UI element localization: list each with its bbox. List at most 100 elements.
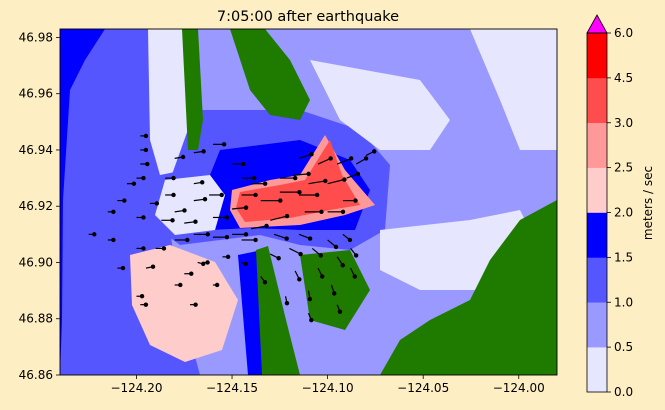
velocity-arrow-head	[340, 209, 346, 215]
velocity-arrow-head	[202, 196, 208, 202]
velocity-arrow-head	[284, 213, 290, 219]
velocity-arrow	[293, 173, 309, 176]
velocity-arrow-head	[193, 302, 198, 307]
velocity-arrow-head	[141, 175, 146, 181]
plot-frame	[59, 28, 558, 376]
north-spit-land	[182, 29, 203, 150]
velocity-arrow-head	[201, 149, 206, 154]
velocity-arrow-head	[224, 234, 230, 240]
x-tick-label: −124.15	[206, 381, 258, 395]
velocity-arrow-head	[340, 263, 345, 268]
velocity-arrow-head	[143, 133, 149, 139]
velocity-arrow-head	[145, 161, 150, 167]
velocity-arrow-head	[189, 271, 194, 276]
velocity-arrow-head	[284, 236, 289, 241]
velocity-arrow-head	[353, 198, 358, 203]
colorbar-tick-label: 2.5	[614, 161, 633, 175]
velocity-arrow-head	[262, 181, 268, 186]
velocity-arrow-head	[180, 154, 186, 160]
velocity-arrow-head	[276, 256, 281, 261]
colorbar-segment	[587, 302, 607, 348]
velocity-arrow-head	[298, 251, 303, 257]
velocity-arrow	[273, 233, 287, 240]
velocity-arrow-head	[171, 192, 176, 198]
velocity-arrow-head	[122, 198, 127, 203]
velocity-arrow-head	[219, 192, 224, 198]
velocity-arrow-head	[347, 237, 353, 243]
velocity-arrow-head	[154, 201, 160, 206]
velocity-arrow-head	[141, 215, 146, 220]
peninsula-land	[256, 246, 300, 375]
y-tick-label: 46.86	[19, 368, 53, 382]
velocity-vectors	[88, 133, 377, 323]
velocity-arrow-head	[253, 237, 258, 243]
velocity-arrow-head	[318, 253, 323, 258]
velocity-arrow-head	[264, 223, 269, 229]
velocity-arrow-head	[214, 282, 220, 288]
velocity-arrow-head	[131, 181, 137, 186]
colorbar-segment	[587, 212, 607, 258]
velocity-arrow	[317, 157, 331, 165]
shelf-light-region	[148, 29, 195, 175]
velocity-arrow	[270, 215, 288, 221]
southeast-marsh-land	[300, 250, 370, 330]
velocity-arrow-head	[221, 142, 227, 147]
velocity-arrow-head	[262, 279, 268, 285]
velocity-arrow-head	[323, 178, 328, 184]
x-tick-label: −124.05	[397, 381, 449, 395]
velocity-arrow-head	[309, 151, 314, 157]
velocity-arrow-head	[200, 180, 205, 185]
velocity-arrow-head	[332, 291, 337, 296]
velocity-arrow-head	[372, 149, 377, 154]
colorbar-tick-label: 4.5	[614, 71, 633, 85]
y-tick-label: 46.98	[19, 30, 53, 44]
velocity-arrow-head	[342, 177, 347, 182]
velocity-arrow	[308, 180, 326, 185]
velocity-arrow-head	[355, 171, 361, 177]
velocity-arrow-head	[243, 261, 248, 267]
velocity-arrow-head	[141, 246, 146, 251]
colorbar-label: meters / sec	[641, 166, 655, 240]
velocity-arrow-head	[182, 208, 187, 213]
velocity-arrow-head	[333, 244, 339, 250]
velocity-arrow-head	[120, 265, 126, 271]
velocity-arrow-head	[139, 294, 145, 299]
colorbar-tick-label: 2.0	[614, 206, 633, 220]
velocity-arrow-head	[150, 264, 156, 269]
current-jet-core	[236, 140, 360, 222]
x-tick-label: −124.00	[493, 381, 545, 395]
colorbar-tick-label: 1.0	[614, 295, 633, 309]
velocity-arrow-head	[143, 302, 149, 307]
velocity-arrow-head	[309, 317, 314, 323]
chart-title: 7:05:00 after earthquake	[217, 9, 399, 25]
velocity-arrow-head	[170, 218, 175, 223]
x-tick-label: −124.10	[302, 381, 354, 395]
y-tick-label: 46.90	[19, 255, 53, 269]
velocity-arrow-head	[348, 156, 354, 161]
colorbar: 0.0 0.5 1.0 1.5 2.0 2.5 3.0 4.5 6.0	[586, 14, 633, 399]
colorbar-segment	[587, 77, 607, 124]
y-tick-label: 46.92	[19, 199, 53, 213]
velocity-arrow-head	[251, 175, 257, 181]
velocity-arrow-head	[293, 175, 298, 181]
velocity-arrow-head	[314, 192, 320, 198]
colorbar-tick-label: 3.0	[614, 116, 633, 130]
velocity-arrow-head	[185, 237, 190, 243]
y-axis: 46.86 46.88 46.90 46.92 46.94 46.96 46.98	[19, 30, 60, 382]
velocity-arrow-head	[243, 205, 249, 210]
colorbar-segment	[587, 347, 607, 393]
colorbar-tick-label: 0.5	[614, 340, 633, 354]
velocity-arrow-head	[178, 282, 183, 288]
velocity-arrow-head	[205, 232, 211, 237]
y-tick-label: 46.94	[19, 143, 53, 157]
colorbar-segment	[587, 122, 607, 168]
velocity-arrow-head	[224, 215, 230, 220]
colorbar-extend-triangle	[586, 14, 608, 34]
velocity-arrow-head	[307, 236, 313, 241]
colorbar-segment	[587, 33, 607, 79]
plot-area	[60, 29, 557, 375]
velocity-arrow-head	[363, 156, 369, 161]
velocity-arrow	[251, 225, 267, 230]
velocity-arrow-head	[320, 274, 325, 279]
